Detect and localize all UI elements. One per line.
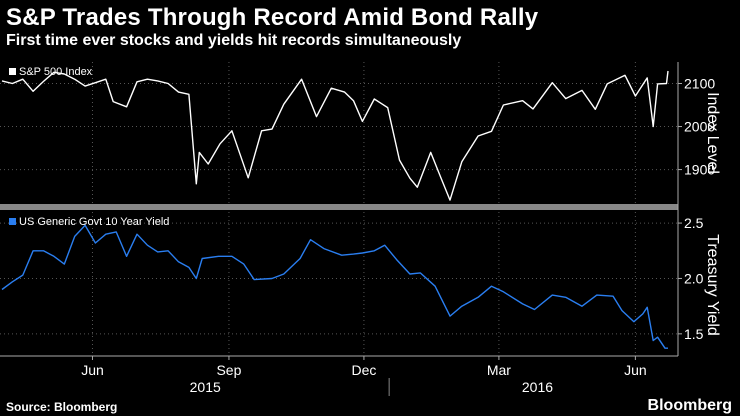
xtick-label: Jun [624,362,647,378]
brand-logo: Bloomberg [647,397,732,414]
yield-series-line [1,224,668,349]
sp500-ytick-label: 1900 [684,162,715,178]
sp500-legend-label: S&P 500 Index [19,66,93,78]
yield-legend-swatch [9,218,16,225]
yield-y-axis-label: Treasury Yield [704,234,721,336]
yield-ytick-label: 2.0 [684,270,704,286]
xtick-label: Dec [351,362,376,378]
year-label: 2016 [522,379,553,395]
sp500-series-line [1,70,669,201]
yield-ytick-label: 1.5 [684,326,704,342]
sp500-ytick-label: 2100 [684,76,715,92]
chart-subtitle: First time ever stocks and yields hit re… [6,32,462,49]
yield-ytick-label: 2.5 [684,215,704,231]
source-note: Source: Bloomberg [6,400,118,414]
xtick-label: Sep [216,362,241,378]
xtick-label: Jun [81,362,104,378]
chart-title: S&P Trades Through Record Amid Bond Rall… [6,4,539,31]
sp500-ytick-label: 2000 [684,119,715,135]
panel-divider [0,204,678,210]
yield-legend-label: US Generic Govt 10 Year Yield [19,216,169,228]
sp500-y-axis-label: Index Level [704,92,721,174]
sp500-legend-swatch [9,68,16,75]
xtick-label: Mar [487,362,511,378]
year-label: 2015 [190,379,221,395]
